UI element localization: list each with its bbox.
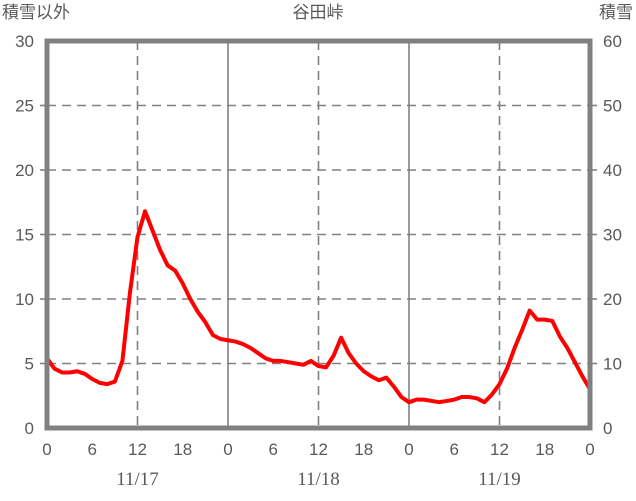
x-axis-tick-label: 6: [450, 440, 459, 459]
x-axis-tick-label: 18: [535, 440, 554, 459]
x-axis-day-label: 11/19: [478, 469, 521, 490]
right-axis-tick-label: 0: [603, 419, 612, 438]
x-axis-day-label: 11/17: [116, 469, 159, 490]
x-axis-tick-label: 0: [223, 440, 232, 459]
right-axis-tick-label: 20: [603, 290, 622, 309]
plot-frame: [40, 38, 597, 431]
x-axis-tick-label: 18: [354, 440, 373, 459]
left-axis-tick-label: 10: [15, 290, 34, 309]
left-axis-tick-label: 20: [15, 161, 34, 180]
right-axis-tick-label: 40: [603, 161, 622, 180]
x-axis-tick-label: 18: [173, 440, 192, 459]
x-axis-day-label: 11/18: [297, 469, 340, 490]
series-line-0: [45, 209, 592, 405]
x-axis-tick-label: 12: [128, 440, 147, 459]
left-axis-tick-label: 25: [15, 97, 34, 116]
left-axis-tick-label: 0: [25, 419, 34, 438]
left-axis-tick-label: 5: [25, 355, 34, 374]
right-axis-tick-label: 30: [603, 226, 622, 245]
x-axis-tick-label: 0: [42, 440, 51, 459]
x-axis-tick-label: 0: [585, 440, 594, 459]
x-axis-tick-label: 12: [490, 440, 509, 459]
x-axis-tick-label: 6: [269, 440, 278, 459]
x-axis-tick-label: 6: [88, 440, 97, 459]
right-axis-tick-label: 60: [603, 32, 622, 51]
right-axis-tick-label: 50: [603, 97, 622, 116]
left-axis-tick-label: 15: [15, 226, 34, 245]
left-axis-unit-label: 積雪以外: [2, 3, 70, 22]
x-axis-tick-label: 0: [404, 440, 413, 459]
right-axis-unit-label: 積雪: [599, 3, 633, 22]
right-axis-tick-label: 10: [603, 355, 622, 374]
left-axis-tick-label: 30: [15, 32, 34, 51]
x-axis-tick-label: 12: [309, 440, 328, 459]
chart-title: 谷田峠: [292, 3, 344, 22]
gridlines-layer: [47, 41, 590, 428]
